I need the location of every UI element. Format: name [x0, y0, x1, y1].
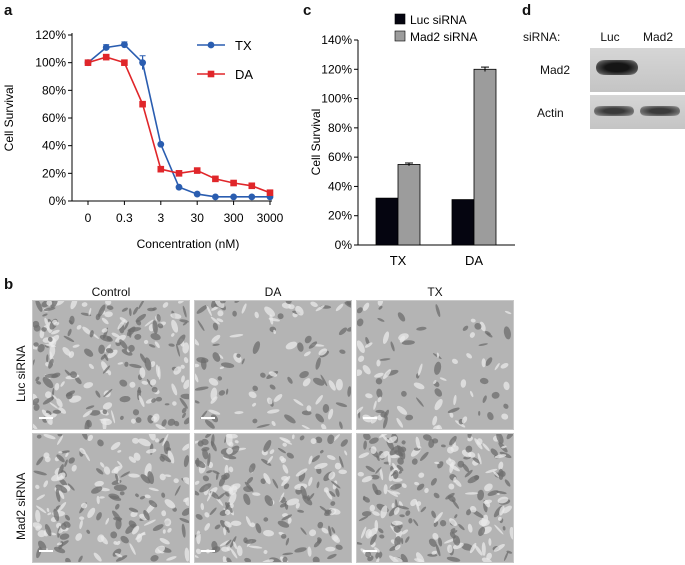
- data-point-da: [212, 175, 219, 183]
- y-tick-label: 20%: [42, 166, 66, 180]
- micrograph-1-2: [356, 433, 514, 563]
- x-tick-label: 0: [85, 211, 92, 225]
- y-axis-label: Cell Survival: [2, 85, 16, 152]
- x-tick-label: 3000: [257, 211, 284, 225]
- cell-texture: [195, 301, 351, 429]
- data-point-da: [175, 170, 183, 177]
- y-tick-label: 140%: [321, 33, 352, 47]
- blot-row-actin-label: Actin: [537, 106, 564, 120]
- micrograph-0-2: [356, 300, 514, 430]
- legend-label-da: DA: [235, 67, 253, 82]
- bar-da-1: [473, 68, 497, 246]
- data-point-tx: [175, 183, 183, 191]
- scale-bar: [39, 550, 53, 552]
- cell-texture: [33, 301, 189, 429]
- legend-label: Luc siRNA: [410, 13, 467, 27]
- y-tick-label: 40%: [42, 139, 66, 153]
- legend-swatch: [394, 13, 406, 25]
- y-tick-label: 60%: [42, 111, 66, 125]
- data-point-da: [157, 165, 165, 173]
- data-point-da: [121, 59, 128, 66]
- blot-row-mad2-label: Mad2: [540, 63, 571, 77]
- cell-texture: [195, 434, 348, 562]
- legend-swatch: [394, 30, 406, 42]
- micro-row-luc: Luc siRNA: [14, 345, 28, 402]
- y-tick-label: 80%: [42, 83, 66, 97]
- blot-band-actin-mad2: [640, 106, 680, 116]
- bar-tx-0: [375, 197, 399, 246]
- blot-band-actin-luc: [594, 106, 634, 116]
- legend-label-tx: TX: [235, 38, 252, 53]
- scale-bar: [363, 417, 377, 419]
- bar-da-0: [451, 199, 475, 246]
- x-tick-label: 300: [224, 211, 244, 225]
- blot-strip-mad2: [590, 48, 685, 92]
- y-tick-label: 100%: [35, 56, 66, 70]
- data-point-tx: [212, 193, 219, 201]
- data-point-da: [84, 59, 92, 66]
- y-tick-label: 40%: [328, 179, 352, 193]
- data-point-da: [193, 167, 201, 174]
- y-tick-label: 0%: [335, 238, 353, 252]
- y-tick-label: 20%: [328, 209, 352, 223]
- y-tick-label: 80%: [328, 121, 352, 135]
- legend-marker: [207, 41, 215, 49]
- legend-marker: [207, 70, 215, 78]
- y-tick-label: 60%: [328, 150, 352, 164]
- x-tick-label: DA: [465, 253, 483, 268]
- blot-strip-actin: [590, 95, 685, 129]
- micro-col-control: Control: [91, 285, 131, 299]
- y-tick-label: 120%: [35, 28, 66, 42]
- micrograph-1-0: [32, 433, 190, 563]
- data-point-tx: [121, 41, 128, 49]
- y-tick-label: 0%: [49, 194, 67, 208]
- data-point-da: [266, 189, 274, 196]
- panel-letter-d: d: [522, 2, 532, 19]
- cell-texture: [357, 301, 512, 429]
- data-point-tx: [193, 190, 201, 198]
- panel-letter-b: b: [4, 276, 14, 293]
- micrograph-0-1: [194, 300, 352, 430]
- micrograph-0-0: [32, 300, 190, 430]
- cell-texture: [33, 434, 189, 562]
- data-point-da: [102, 53, 110, 61]
- bar-chart-survival: 0% 20% 40% 60% 80% 100% 120% 140% TX DA Luc siRNA…: [309, 13, 515, 268]
- scale-bar: [201, 417, 215, 419]
- micro-row-mad2: Mad2 siRNA: [14, 472, 28, 540]
- data-point-tx: [157, 140, 165, 148]
- x-tick-label: 0.3: [116, 211, 133, 225]
- micro-col-da: DA: [264, 285, 282, 299]
- panel-letter-a: a: [4, 2, 13, 19]
- data-point-da: [230, 179, 237, 187]
- x-tick-label: 30: [191, 211, 205, 225]
- data-point-da: [139, 100, 146, 108]
- blot-lane-mad2: Mad2: [642, 30, 674, 44]
- blot-lane-luc: Luc: [600, 30, 620, 44]
- scale-bar: [201, 550, 215, 552]
- scale-bar: [363, 550, 377, 552]
- data-point-tx: [139, 59, 147, 67]
- line-chart-survival: 0% 20% 40% 60% 80% 100% 120% 0 0.3 3 30 300 3000 TX D…: [2, 28, 284, 251]
- y-tick-label: 100%: [321, 92, 352, 106]
- legend-label: Mad2 siRNA: [410, 30, 477, 44]
- cell-texture: [357, 434, 513, 562]
- blot-band-mad2-luc: [596, 60, 638, 75]
- data-point-tx: [102, 44, 110, 51]
- x-tick-label: TX: [390, 253, 407, 268]
- micro-col-tx: TX: [427, 285, 443, 299]
- data-point-tx: [230, 193, 238, 201]
- panel-letter-c: c: [303, 2, 312, 19]
- data-point-tx: [248, 193, 256, 201]
- x-tick-label: 3: [157, 211, 164, 225]
- micrograph-1-1: [194, 433, 352, 563]
- y-tick-label: 120%: [321, 62, 352, 76]
- scale-bar: [39, 417, 53, 419]
- blot-header-label: siRNA:: [523, 30, 561, 44]
- bar-tx-1: [397, 164, 421, 246]
- data-point-da: [248, 182, 256, 190]
- x-axis-label: Concentration (nM): [137, 237, 240, 251]
- y-axis-label: Cell Survival: [309, 109, 323, 176]
